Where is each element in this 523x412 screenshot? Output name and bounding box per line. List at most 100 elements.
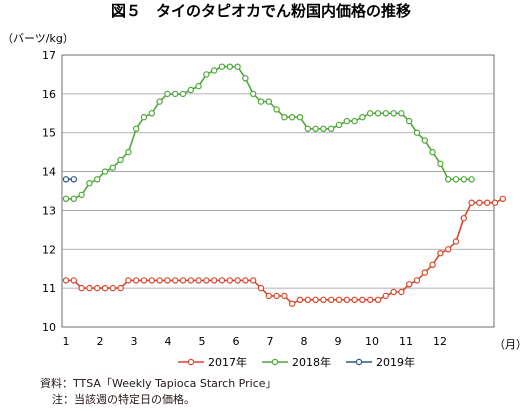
data-point [304, 125, 311, 133]
data-point [249, 90, 257, 98]
x-tick-label: 12 [433, 335, 447, 348]
data-point [468, 176, 475, 183]
data-point [70, 176, 78, 183]
data-point [421, 269, 428, 276]
series-2 [62, 63, 475, 202]
data-point [164, 277, 171, 284]
data-point [179, 277, 187, 284]
data-point [78, 284, 85, 292]
data-point [281, 113, 288, 121]
data-point [148, 277, 155, 284]
data-point [328, 296, 335, 303]
data-point [265, 292, 272, 300]
data-point [304, 296, 311, 303]
data-point [101, 168, 109, 175]
data-point [117, 156, 124, 164]
legend-label: 2017年 [208, 355, 247, 369]
y-tick-label: 15 [42, 127, 56, 140]
data-point [226, 277, 233, 284]
data-point [312, 125, 319, 133]
data-point [359, 296, 366, 303]
series-layer [62, 63, 506, 307]
data-point [93, 176, 101, 183]
x-tick-label: 9 [335, 335, 342, 348]
data-point [390, 288, 397, 296]
data-point [195, 82, 202, 90]
data-point [351, 117, 358, 125]
y-tick-label: 10 [42, 321, 56, 334]
legend: 2017年 2018年 2019年 [178, 355, 415, 369]
data-point [468, 199, 475, 206]
data-point [429, 148, 436, 156]
legend-swatch-marker [355, 358, 363, 366]
data-point [171, 90, 179, 98]
data-point [109, 164, 117, 171]
data-point [187, 86, 194, 94]
data-point [499, 195, 506, 202]
y-axis-label: （バーツ/kg） [2, 32, 74, 45]
grid-lines [62, 93, 494, 289]
data-point [70, 195, 78, 202]
data-point [296, 296, 304, 303]
data-point [374, 296, 382, 303]
data-point [382, 110, 389, 117]
data-point [296, 113, 304, 121]
data-point [171, 277, 179, 284]
data-point [203, 277, 210, 284]
data-point [125, 277, 132, 284]
data-point [289, 300, 296, 307]
data-point [125, 148, 132, 156]
data-point [132, 125, 140, 133]
x-tick-label: 1 [63, 335, 70, 348]
series-1 [62, 195, 506, 307]
data-point [445, 246, 452, 253]
data-point [312, 296, 319, 303]
data-point [156, 98, 163, 105]
data-point [249, 277, 257, 284]
data-point [491, 199, 499, 206]
data-point [140, 113, 148, 121]
data-point [273, 292, 280, 300]
y-tick-label: 12 [42, 243, 56, 256]
x-tick-label: 8 [301, 335, 308, 348]
data-point [132, 277, 140, 284]
data-point [289, 113, 296, 121]
data-point [413, 129, 421, 136]
data-point [70, 277, 78, 284]
data-point [86, 284, 93, 292]
data-point [210, 67, 218, 74]
data-point [62, 195, 70, 202]
y-tick-label: 13 [42, 204, 56, 217]
x-tick-label: 3 [131, 335, 138, 348]
data-point [320, 125, 327, 133]
data-point [257, 98, 265, 105]
data-point [210, 277, 218, 284]
data-point [335, 296, 343, 303]
y-tick-label: 16 [42, 88, 56, 101]
data-point [62, 176, 70, 183]
legend-swatch-marker [187, 358, 195, 366]
data-point [234, 277, 241, 284]
data-point [242, 75, 249, 82]
x-tick-label: 4 [165, 335, 172, 348]
data-point [86, 179, 93, 187]
data-point [484, 199, 491, 206]
data-point [429, 261, 436, 268]
data-point [343, 117, 350, 125]
x-tick-label: 10 [365, 335, 379, 348]
data-point [406, 281, 413, 288]
y-tick-label: 11 [42, 282, 56, 295]
data-point [367, 110, 374, 117]
x-tick-label: 2 [97, 335, 104, 348]
data-point [335, 121, 343, 129]
data-point [242, 277, 249, 284]
data-point [179, 90, 187, 98]
data-point [109, 284, 117, 292]
data-point [281, 292, 288, 300]
data-point [320, 296, 327, 303]
data-point [374, 110, 382, 117]
series-3 [62, 176, 78, 183]
data-point [421, 137, 428, 144]
footnote: 注：当該週の特定日の価格。 [52, 393, 195, 406]
data-point [452, 238, 460, 245]
